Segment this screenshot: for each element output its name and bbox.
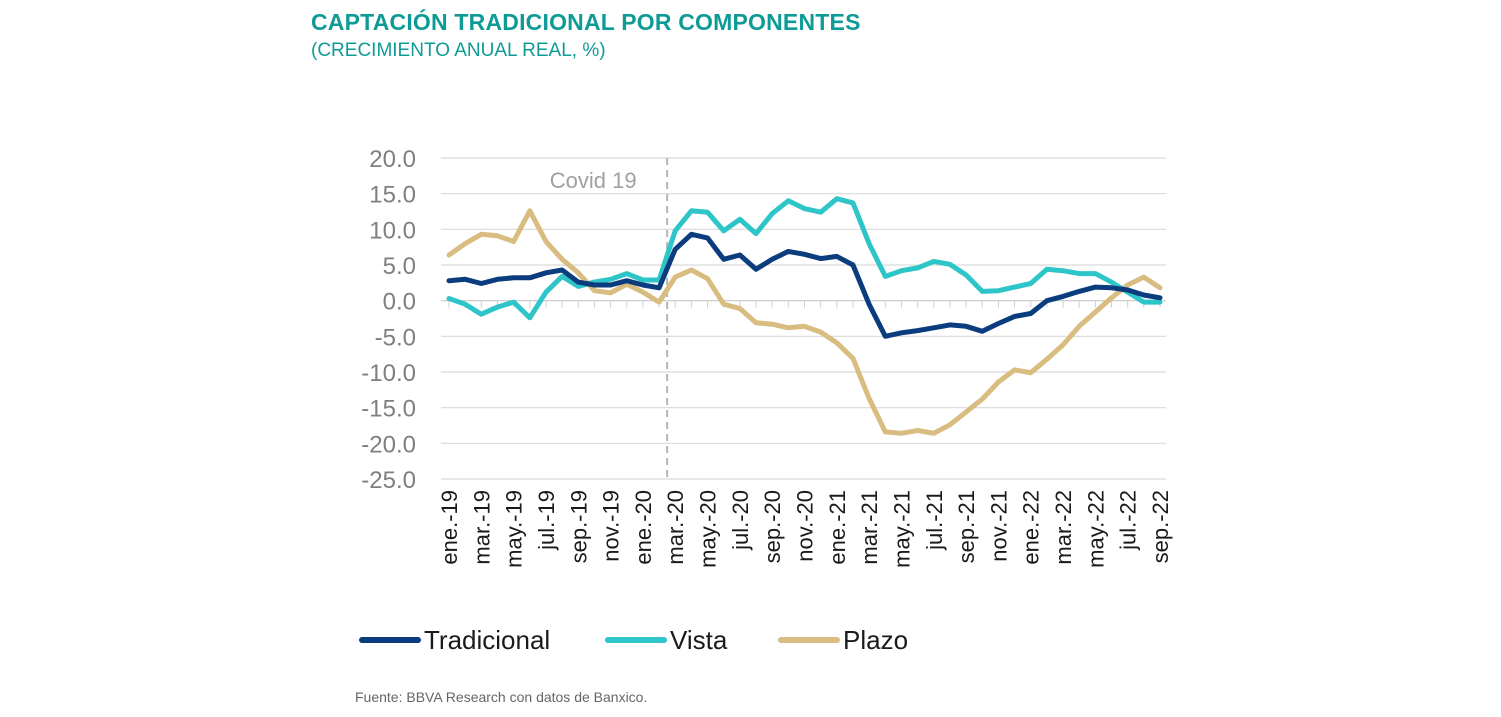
x-tick-label: ene.-22 bbox=[1019, 490, 1044, 565]
legend-label-vista: Vista bbox=[670, 625, 728, 655]
source-note: Fuente: BBVA Research con datos de Banxi… bbox=[355, 689, 648, 705]
chart-subtitle: (CRECIMIENTO ANUAL REAL, %) bbox=[311, 40, 606, 61]
chart-title: CAPTACIÓN TRADICIONAL POR COMPONENTES bbox=[311, 9, 861, 35]
x-tick-label: mar.-19 bbox=[469, 490, 494, 565]
x-tick-label: nov.-20 bbox=[793, 490, 818, 562]
series-line-tradicional bbox=[446, 231, 1163, 339]
x-tick-label: ene.-21 bbox=[825, 490, 850, 565]
x-tick-label: mar.-22 bbox=[1051, 490, 1076, 565]
x-tick-label: sep.-20 bbox=[760, 490, 785, 563]
y-tick-label: 20.0 bbox=[369, 146, 416, 173]
x-axis: ene.-19 mar.-19 may.-19 jul.-19 sep.-19 nov.-… bbox=[437, 300, 1173, 568]
x-tick-label: sep.-22 bbox=[1148, 490, 1173, 563]
x-tick-label: jul.-19 bbox=[534, 490, 559, 551]
x-tick-label: jul.-21 bbox=[922, 490, 947, 551]
x-tick-label: may.-20 bbox=[696, 490, 721, 568]
y-tick-label: 15.0 bbox=[369, 182, 416, 209]
x-tick-label: sep.-19 bbox=[566, 490, 591, 563]
y-tick-label: -10.0 bbox=[361, 360, 416, 387]
series-line-plazo bbox=[446, 208, 1163, 436]
covid-annotation: Covid 19 bbox=[550, 158, 669, 479]
y-tick-label: -25.0 bbox=[361, 467, 416, 494]
series-lines bbox=[446, 196, 1163, 436]
legend-label-plazo: Plazo bbox=[843, 625, 908, 655]
x-tick-label: may.-19 bbox=[502, 490, 527, 568]
series-line-vista bbox=[446, 196, 1163, 321]
x-tick-label: ene.-19 bbox=[437, 490, 462, 565]
y-tick-label: 10.0 bbox=[369, 217, 416, 244]
x-tick-label: nov.-19 bbox=[599, 490, 624, 562]
x-tick-label: may.-22 bbox=[1083, 490, 1108, 568]
y-tick-label: 0.0 bbox=[383, 289, 416, 316]
x-tick-label: nov.-21 bbox=[986, 490, 1011, 562]
legend-label-tradicional: Tradicional bbox=[424, 625, 550, 655]
covid-label: Covid 19 bbox=[550, 168, 637, 193]
legend: Tradicional Vista Plazo bbox=[359, 625, 908, 655]
y-tick-label: -15.0 bbox=[361, 396, 416, 423]
y-tick-label: -5.0 bbox=[375, 324, 416, 351]
x-tick-label: mar.-21 bbox=[857, 490, 882, 565]
x-tick-label: jul.-20 bbox=[728, 490, 753, 551]
x-tick-label: jul.-22 bbox=[1116, 490, 1141, 551]
x-tick-label: sep.-21 bbox=[954, 490, 979, 563]
y-axis: 20.0 15.0 10.0 5.0 0.0 -5.0 -10.0 -15.0 -20.0 -25… bbox=[361, 146, 416, 494]
x-tick-label: ene.-20 bbox=[631, 490, 656, 565]
x-tick-label: may.-21 bbox=[889, 490, 914, 568]
y-tick-label: -20.0 bbox=[361, 431, 416, 458]
x-tick-label: mar.-20 bbox=[663, 490, 688, 565]
y-tick-label: 5.0 bbox=[383, 253, 416, 280]
gridlines bbox=[441, 157, 1166, 480]
